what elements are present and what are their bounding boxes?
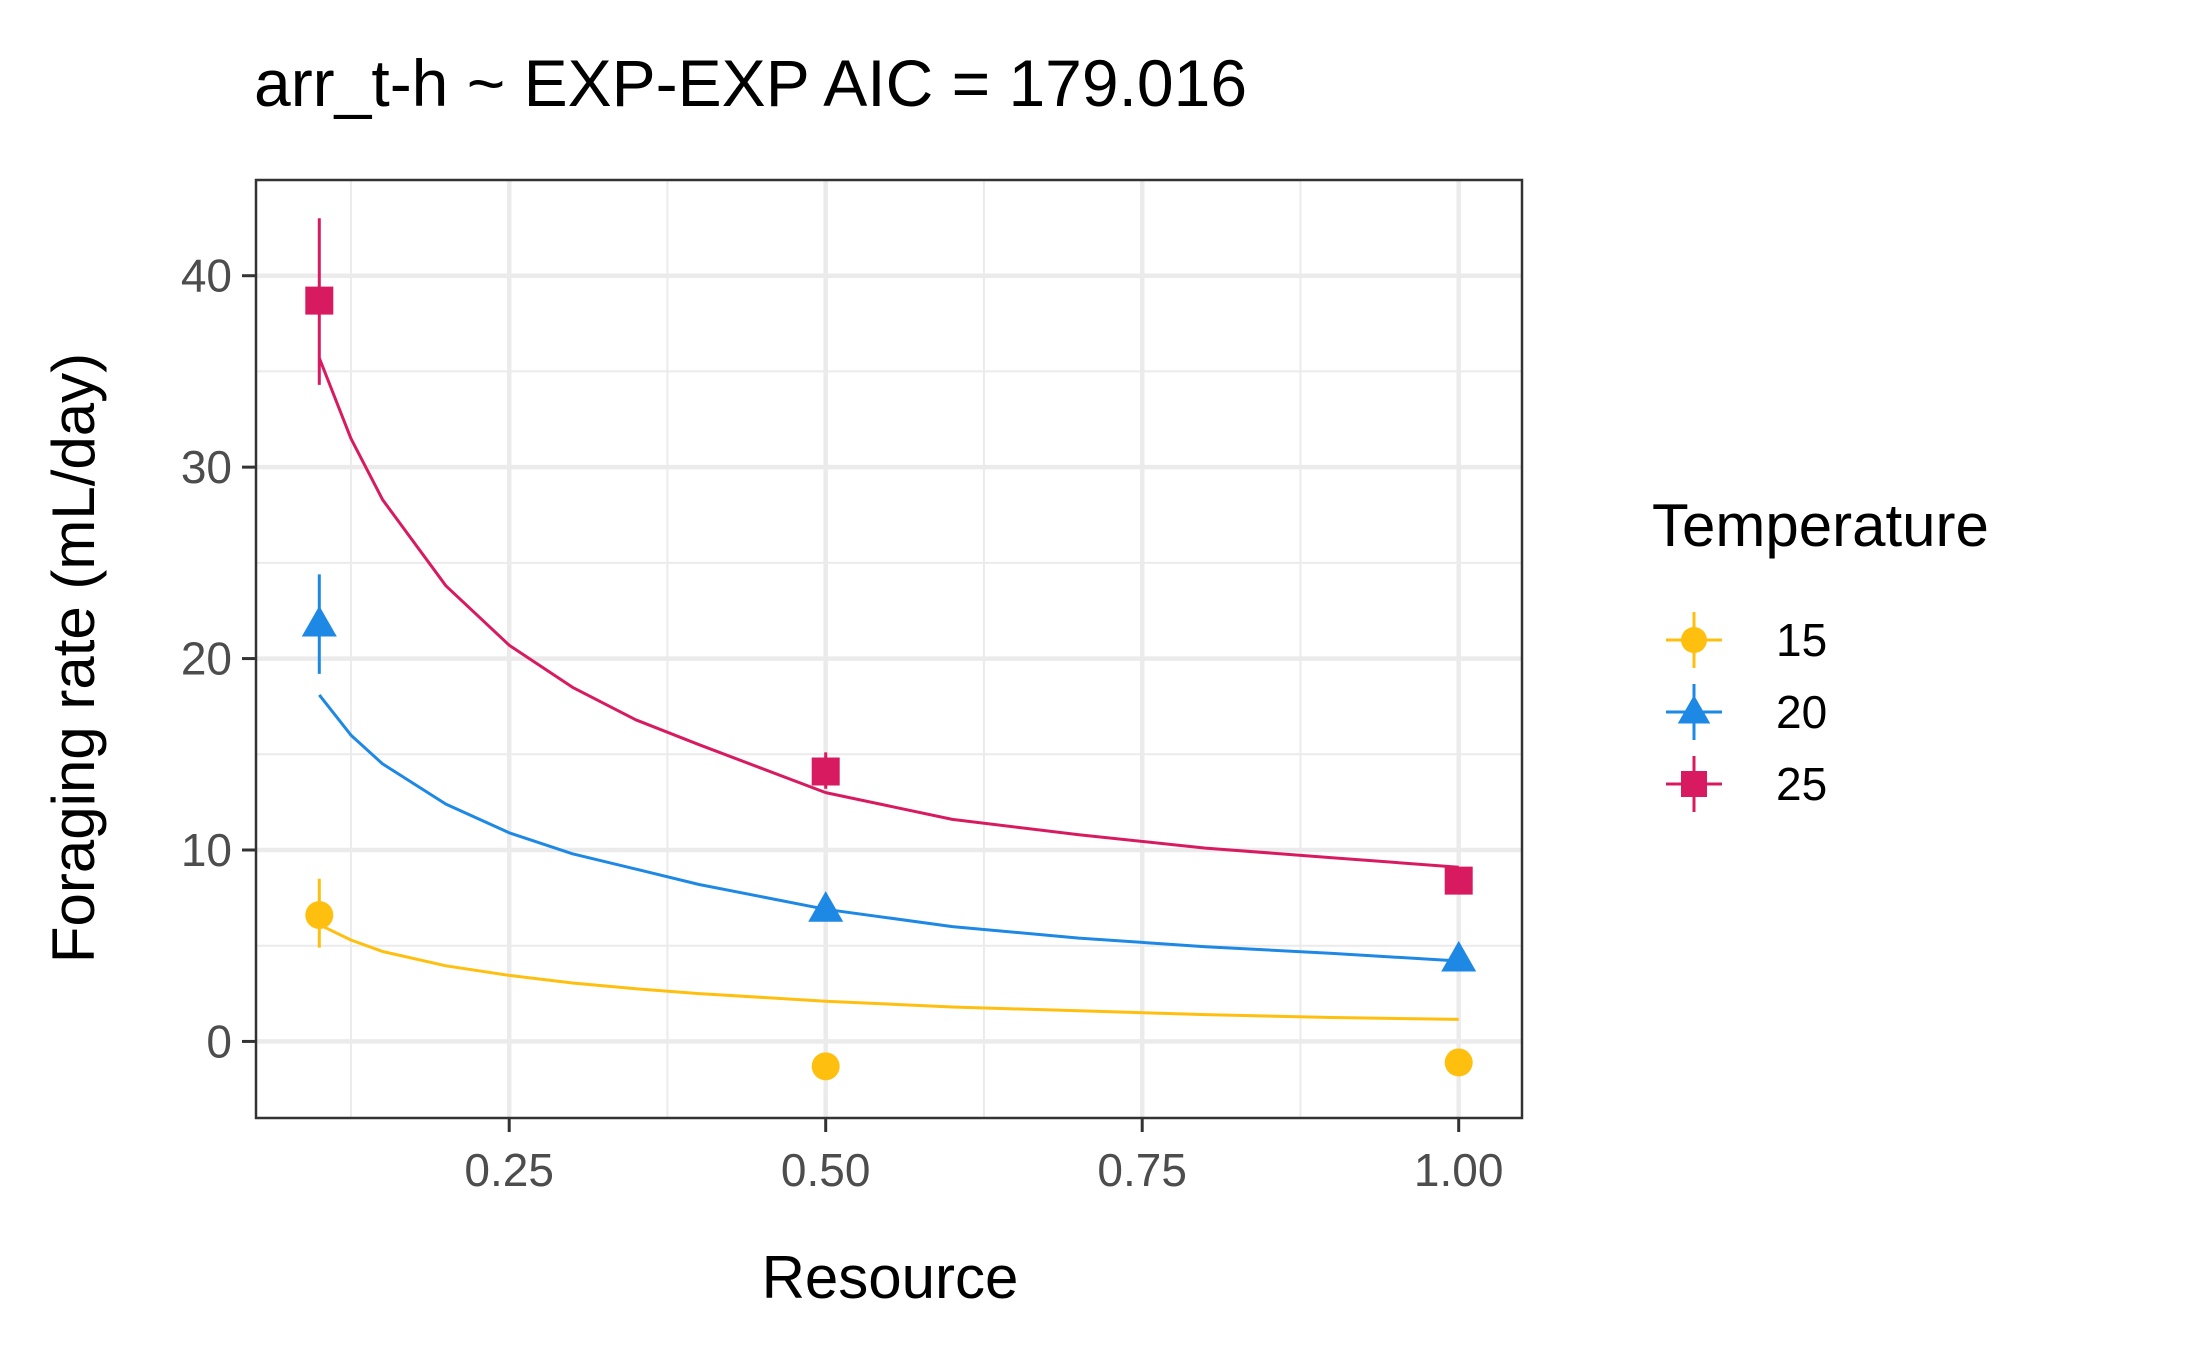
point-20-1 xyxy=(808,891,844,922)
fit-curve-15 xyxy=(318,923,1459,1021)
x-tick-label: 1.00 xyxy=(1414,1144,1504,1196)
data-points xyxy=(301,286,1477,1081)
x-axis-title: Resource xyxy=(762,1244,1019,1311)
panel-background xyxy=(256,180,1522,1118)
point-15-0 xyxy=(305,901,334,930)
legend-key-marker xyxy=(1677,695,1711,724)
point-15-1 xyxy=(811,1052,840,1081)
y-tick-label: 30 xyxy=(181,441,232,493)
x-tick-label: 0.75 xyxy=(1097,1144,1187,1196)
point-20-0 xyxy=(301,605,337,637)
fit-curve-20 xyxy=(318,693,1459,963)
legend-key-marker xyxy=(1681,771,1707,797)
x-tick-label: 0.25 xyxy=(464,1144,554,1196)
point-15-2 xyxy=(1444,1048,1473,1077)
legend-title: Temperature xyxy=(1652,492,1989,559)
legend-key-25 xyxy=(1666,756,1722,812)
legend-label-15: 15 xyxy=(1776,614,1827,666)
legend-key-marker xyxy=(1681,627,1707,653)
legend: Temperature 15 20 25 xyxy=(1652,492,1989,812)
legend-label-25: 25 xyxy=(1776,758,1827,810)
point-25-1 xyxy=(811,757,840,786)
point-25-2 xyxy=(1444,866,1473,895)
fit-curve-25 xyxy=(317,357,1459,869)
chart-title: arr_t-h ~ EXP-EXP AIC = 179.016 xyxy=(254,46,1247,120)
legend-key-15 xyxy=(1666,612,1722,668)
point-20-2 xyxy=(1441,940,1477,972)
plot-panel xyxy=(256,180,1522,1118)
fit-curves xyxy=(317,357,1459,1021)
y-tick-label: 20 xyxy=(181,633,232,685)
panel-border xyxy=(254,178,1524,1120)
y-tick-label: 40 xyxy=(181,250,232,302)
y-axis-title: Foraging rate (mL/day) xyxy=(40,353,107,963)
y-tick-label: 0 xyxy=(206,1015,232,1067)
plot-border xyxy=(254,178,1524,1120)
legend-label-20: 20 xyxy=(1776,686,1827,738)
axes: 0.25 0.50 0.75 1.00 0 10 20 30 40 xyxy=(181,250,1504,1196)
legend-key-20 xyxy=(1666,684,1722,740)
x-tick-label: 0.50 xyxy=(781,1144,871,1196)
grid-lines xyxy=(256,180,1522,1118)
point-25-0 xyxy=(305,286,334,315)
y-tick-label: 10 xyxy=(181,824,232,876)
